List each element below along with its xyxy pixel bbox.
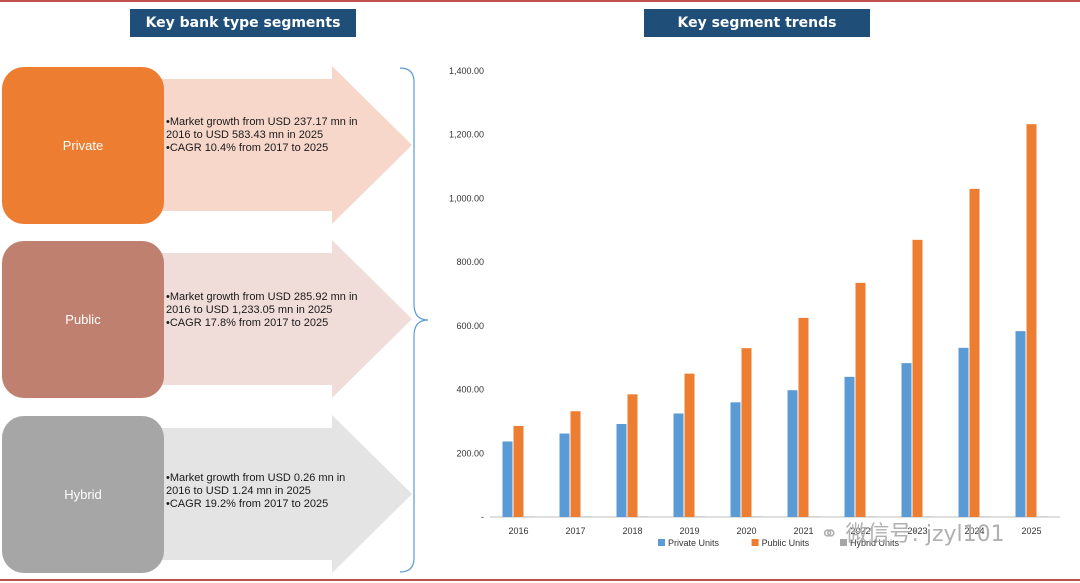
x-tick-label: 2016 [508, 526, 528, 536]
legend-label: Hybrid Units [850, 538, 900, 548]
bar-public-units-2021 [798, 317, 809, 517]
bar-private-units-2017 [559, 433, 570, 517]
bar-private-units-2021 [787, 390, 798, 517]
bar-public-units-2024 [969, 188, 980, 517]
segment-private-box: Private [2, 67, 164, 224]
x-tick-label: 2020 [736, 526, 756, 536]
x-tick-label: 2025 [1021, 526, 1041, 536]
x-tick-label: 2019 [679, 526, 699, 536]
public-description: •Market growth from USD 285.92 mn in 201… [166, 291, 366, 330]
bottom-border-line [0, 579, 1080, 581]
bar-private-units-2020 [730, 402, 741, 517]
bar-public-units-2025 [1026, 124, 1037, 518]
y-tick-label: - [481, 512, 484, 522]
wechat-icon: ⚭ [820, 522, 839, 547]
hybrid-growth-text: •Market growth from USD 0.26 mn in 2016 … [166, 472, 346, 497]
x-tick-label: 2017 [565, 526, 585, 536]
trends-header: Key segment trends [644, 9, 870, 37]
legend-swatch [840, 539, 847, 546]
watermark-text: 微信号: jzyl101 [845, 522, 1005, 547]
legend-label: Private Units [668, 538, 720, 548]
bar-private-units-2016 [502, 441, 513, 517]
x-tick-label: 2023 [907, 526, 927, 536]
segment-trends-chart: - 200.00 400.00 600.00 800.00 1,000.00 1,200.0… [449, 66, 1060, 548]
public-arrow [150, 240, 412, 398]
wechat-watermark: ⚭ 微信号: jzyl101 [820, 516, 1005, 548]
y-tick-label: 200.00 [456, 448, 484, 458]
x-tick-label: 2021 [793, 526, 813, 536]
private-arrow [150, 66, 412, 224]
legend-swatch [658, 539, 665, 546]
legend-label: Public Units [762, 538, 810, 548]
bar-public-units-2023 [912, 239, 923, 518]
private-growth-text: •Market growth from USD 237.17 mn in 201… [166, 116, 358, 141]
x-tick-label: 2022 [850, 526, 870, 536]
bar-private-units-2022 [844, 376, 855, 517]
bar-private-units-2024 [958, 347, 969, 517]
bar-public-units-2022 [855, 282, 866, 517]
private-cagr-text: •CAGR 10.4% from 2017 to 2025 [166, 142, 329, 154]
y-tick-label: 1,200.00 [449, 130, 484, 140]
segment-public-box: Public [2, 241, 164, 398]
bar-private-units-2019 [673, 413, 684, 517]
hybrid-arrow [150, 415, 412, 573]
bar-public-units-2016 [513, 425, 524, 517]
bar-private-units-2025 [1015, 331, 1026, 517]
x-tick-label: 2024 [964, 526, 984, 536]
top-border-line [0, 0, 1080, 2]
bar-public-units-2020 [741, 348, 752, 517]
legend-swatch [751, 539, 759, 546]
private-description: •Market growth from USD 237.17 mn in 201… [166, 116, 366, 155]
hybrid-cagr-text: •CAGR 19.2% from 2017 to 2025 [166, 498, 329, 510]
segments-header: Key bank type segments [130, 9, 356, 37]
y-tick-label: 600.00 [456, 321, 484, 331]
bar-public-units-2018 [627, 394, 638, 517]
y-tick-label: 400.00 [456, 385, 484, 395]
segment-hybrid-box: Hybrid [2, 416, 164, 573]
bar-private-units-2018 [616, 423, 627, 517]
y-tick-label: 800.00 [456, 257, 484, 267]
hybrid-description: •Market growth from USD 0.26 mn in 2016 … [166, 472, 366, 511]
bar-public-units-2017 [570, 411, 581, 517]
public-growth-text: •Market growth from USD 285.92 mn in 201… [166, 291, 358, 316]
public-cagr-text: •CAGR 17.8% from 2017 to 2025 [166, 317, 329, 329]
y-tick-label: 1,000.00 [449, 193, 484, 203]
y-tick-label: 1,400.00 [449, 66, 484, 76]
bar-public-units-2019 [684, 373, 695, 517]
bar-private-units-2023 [901, 363, 912, 517]
curly-brace [399, 67, 429, 573]
x-tick-label: 2018 [622, 526, 642, 536]
